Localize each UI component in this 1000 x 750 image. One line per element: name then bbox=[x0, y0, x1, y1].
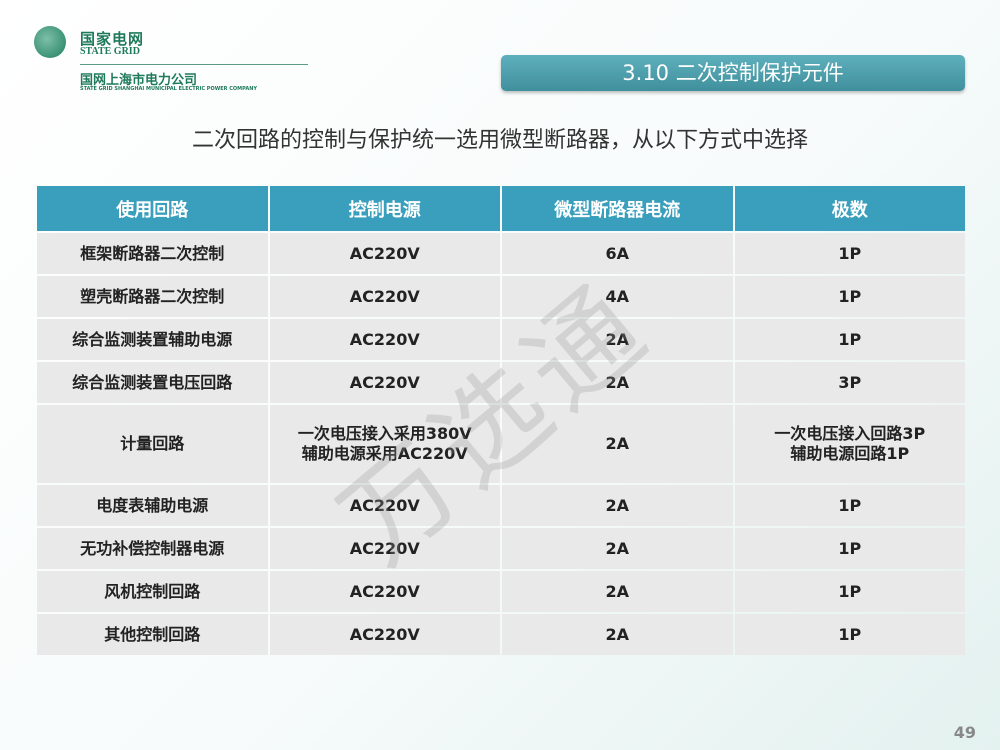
table-cell: 2A bbox=[502, 485, 733, 526]
column-header: 使用回路 bbox=[37, 186, 268, 231]
table-cell: 塑壳断路器二次控制 bbox=[37, 276, 268, 317]
table-row: 电度表辅助电源 AC220V 2A 1P bbox=[37, 485, 965, 526]
column-header: 微型断路器电流 bbox=[502, 186, 733, 231]
table-cell: 电度表辅助电源 bbox=[37, 485, 268, 526]
table-row: 综合监测装置辅助电源 AC220V 2A 1P bbox=[37, 319, 965, 360]
table-cell: AC220V bbox=[269, 233, 500, 274]
table-row: 风机控制回路 AC220V 2A 1P bbox=[37, 571, 965, 612]
table-cell: 一次电压接入回路3P 辅助电源回路1P bbox=[734, 405, 965, 483]
divider bbox=[80, 64, 308, 65]
company-name: 国网上海市电力公司 bbox=[80, 73, 198, 88]
table-cell: 1P bbox=[734, 528, 965, 569]
header-row: 使用回路 控制电源 微型断路器电流 极数 bbox=[37, 186, 965, 231]
page-number: 49 bbox=[953, 723, 976, 742]
table-row: 无功补偿控制器电源 AC220V 2A 1P bbox=[37, 528, 965, 569]
table-cell: 风机控制回路 bbox=[37, 571, 268, 612]
table-cell: AC220V bbox=[269, 319, 500, 360]
table-cell: 其他控制回路 bbox=[37, 614, 268, 655]
column-header: 控制电源 bbox=[269, 186, 500, 231]
table-row: 框架断路器二次控制 AC220V 6A 1P bbox=[37, 233, 965, 274]
table-cell: AC220V bbox=[269, 614, 500, 655]
table-cell: 1P bbox=[734, 233, 965, 274]
table-cell: 2A bbox=[502, 614, 733, 655]
table-row: 综合监测装置电压回路 AC220V 2A 3P bbox=[37, 362, 965, 403]
table-cell: 一次电压接入采用380V 辅助电源采用AC220V bbox=[269, 405, 500, 483]
table-cell: AC220V bbox=[269, 485, 500, 526]
table-cell: 1P bbox=[734, 614, 965, 655]
table-row: 其他控制回路 AC220V 2A 1P bbox=[37, 614, 965, 655]
table-cell: 无功补偿控制器电源 bbox=[37, 528, 268, 569]
table-cell: AC220V bbox=[269, 528, 500, 569]
table-cell: AC220V bbox=[269, 362, 500, 403]
table-cell: 6A bbox=[502, 233, 733, 274]
table-cell: 1P bbox=[734, 485, 965, 526]
table-cell: 3P bbox=[734, 362, 965, 403]
table-cell: 1P bbox=[734, 571, 965, 612]
breaker-table: 使用回路 控制电源 微型断路器电流 极数 框架断路器二次控制 AC220V 6A 1P 塑壳断… bbox=[35, 184, 967, 657]
table-cell: 2A bbox=[502, 528, 733, 569]
table-cell: AC220V bbox=[269, 571, 500, 612]
logo-en: STATE GRID bbox=[80, 46, 140, 57]
table-row: 塑壳断路器二次控制 AC220V 4A 1P bbox=[37, 276, 965, 317]
table-cell: 2A bbox=[502, 362, 733, 403]
slide-title: 3.10 二次控制保护元件 bbox=[501, 55, 965, 91]
slide-subtitle: 二次回路的控制与保护统一选用微型断路器，从以下方式中选择 bbox=[191, 128, 808, 153]
table-cell: 1P bbox=[734, 319, 965, 360]
logo-cn: 国家电网 bbox=[80, 30, 145, 48]
table-cell: 2A bbox=[502, 405, 733, 483]
table-row: 计量回路 一次电压接入采用380V 辅助电源采用AC220V 2A 一次电压接入回路3… bbox=[37, 405, 965, 483]
table-cell: 综合监测装置电压回路 bbox=[37, 362, 268, 403]
column-header: 极数 bbox=[734, 186, 965, 231]
table-cell: 综合监测装置辅助电源 bbox=[37, 319, 268, 360]
table-cell: AC220V bbox=[269, 276, 500, 317]
table-cell: 2A bbox=[502, 319, 733, 360]
company-name-en: STATE GRID SHANGHAI MUNICIPAL ELECTRIC P… bbox=[80, 86, 258, 92]
table-cell: 4A bbox=[502, 276, 733, 317]
table-cell: 计量回路 bbox=[37, 405, 268, 483]
table-cell: 1P bbox=[734, 276, 965, 317]
table-cell: 2A bbox=[502, 571, 733, 612]
table-cell: 框架断路器二次控制 bbox=[37, 233, 268, 274]
globe-icon bbox=[34, 26, 66, 58]
